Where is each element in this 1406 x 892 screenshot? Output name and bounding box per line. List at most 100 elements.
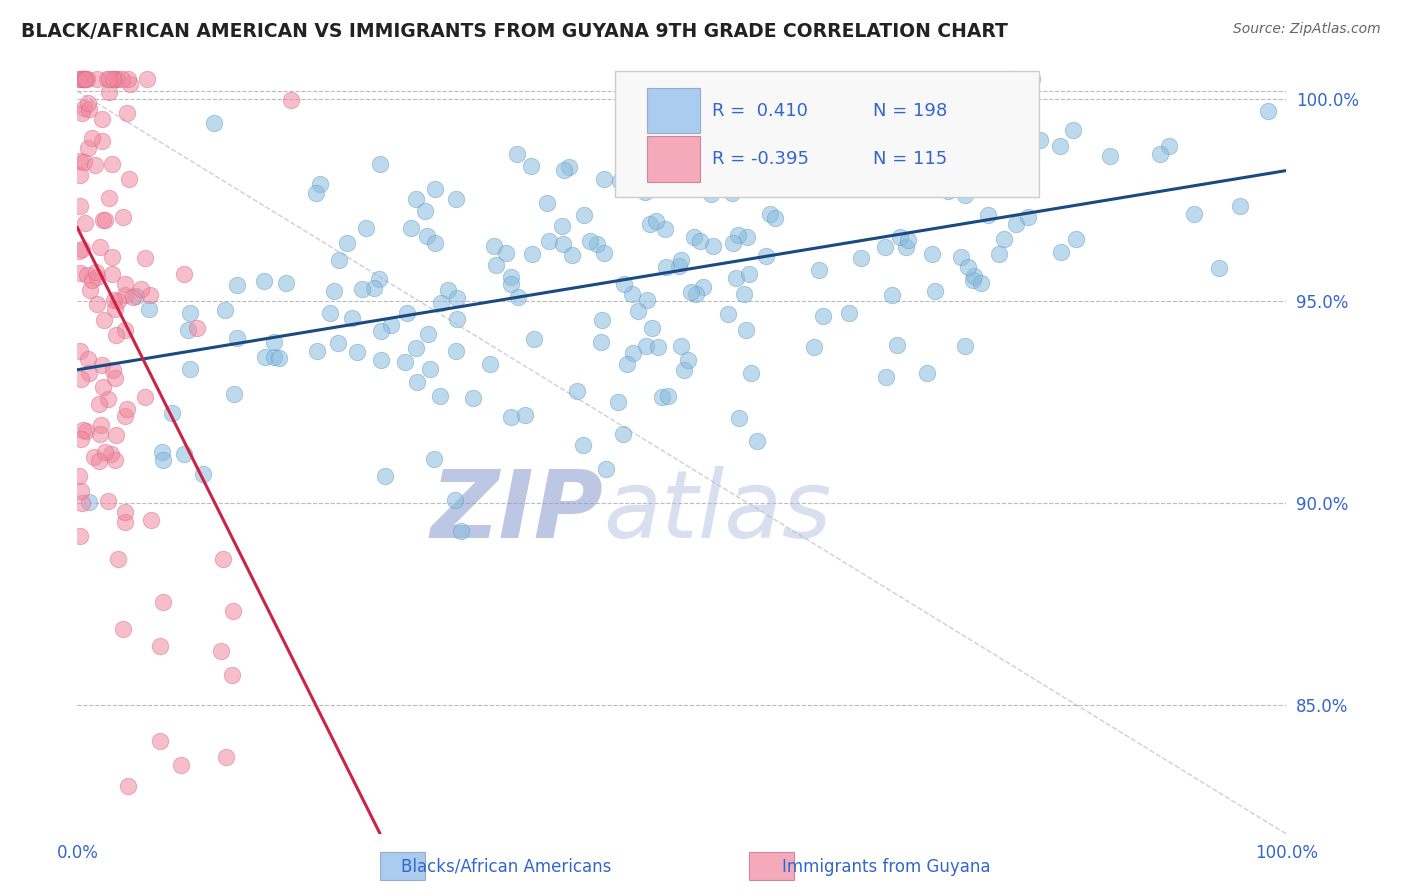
Point (609, 174, 631, 188)
Point (77, 495, 100, 509)
Point (160, 406, 183, 420)
Point (173, 447, 195, 461)
Point (506, 146, 529, 161)
Point (72, 423, 94, 437)
Point (134, 390, 156, 404)
Point (98, 191, 121, 205)
Point (107, 552, 129, 566)
Point (430, 295, 453, 310)
Point (415, 228, 437, 243)
Point (225, 278, 247, 293)
Point (616, 358, 638, 372)
Text: Immigrants from Guyana: Immigrants from Guyana (782, 858, 990, 876)
Point (363, 281, 385, 295)
Point (396, 306, 419, 320)
Point (720, 186, 742, 200)
Point (747, 434, 769, 449)
Point (419, 362, 441, 376)
Point (93, 380, 115, 394)
Point (177, 323, 200, 337)
Point (79, 367, 101, 381)
Point (880, 91, 903, 105)
Point (1149, 147, 1171, 161)
Point (93, 312, 115, 326)
Point (76, 140, 98, 154)
Point (104, 371, 127, 385)
Point (82, 273, 104, 287)
Point (179, 306, 201, 320)
Point (953, 188, 976, 202)
Point (114, 516, 136, 530)
Point (101, 72, 124, 87)
Point (212, 552, 235, 566)
Point (682, 230, 704, 244)
Point (508, 290, 530, 304)
Point (70, 496, 93, 510)
Point (963, 268, 986, 283)
Point (651, 390, 673, 404)
Point (110, 72, 132, 87)
Point (936, 184, 959, 198)
Point (76, 72, 98, 87)
Point (72, 72, 94, 87)
Point (75, 72, 97, 87)
FancyBboxPatch shape (616, 70, 1039, 197)
Point (557, 160, 579, 174)
Text: ZIP: ZIP (430, 466, 603, 558)
Point (340, 311, 363, 326)
Point (1208, 260, 1230, 275)
Point (89, 240, 111, 254)
Point (538, 234, 561, 248)
Point (101, 267, 124, 281)
Point (120, 78, 142, 92)
Point (90, 417, 112, 432)
Point (425, 182, 447, 196)
Point (553, 163, 575, 178)
Point (170, 757, 193, 772)
Point (179, 361, 201, 376)
Point (755, 249, 778, 263)
Point (91, 112, 114, 126)
Point (79, 283, 101, 297)
Point (326, 335, 349, 350)
Text: Source: ZipAtlas.com: Source: ZipAtlas.com (1233, 22, 1381, 37)
Point (70, 483, 93, 498)
Point (76, 95, 98, 110)
Point (700, 186, 723, 201)
Point (263, 350, 285, 364)
Point (567, 384, 589, 398)
Point (572, 438, 595, 452)
Point (1011, 78, 1033, 92)
Point (591, 313, 613, 327)
Point (495, 246, 517, 260)
Point (202, 116, 225, 130)
Point (374, 469, 396, 483)
Point (953, 338, 976, 352)
Point (655, 260, 678, 274)
Point (117, 779, 139, 793)
Point (921, 247, 943, 261)
Point (103, 293, 125, 307)
Point (105, 427, 128, 442)
Point (1050, 245, 1073, 260)
Point (380, 318, 402, 333)
Point (733, 286, 755, 301)
Point (962, 273, 984, 287)
Point (853, 169, 876, 183)
Point (1029, 133, 1052, 147)
Point (129, 282, 152, 296)
Point (105, 328, 128, 343)
Point (536, 196, 558, 211)
Point (1049, 139, 1071, 153)
Point (551, 237, 574, 252)
Point (758, 207, 780, 221)
Point (501, 269, 523, 284)
Point (370, 324, 392, 338)
Point (309, 177, 332, 191)
Point (122, 290, 145, 304)
Point (696, 182, 718, 196)
Point (107, 293, 129, 308)
Point (394, 355, 416, 369)
Point (721, 235, 744, 250)
Point (69, 168, 91, 182)
